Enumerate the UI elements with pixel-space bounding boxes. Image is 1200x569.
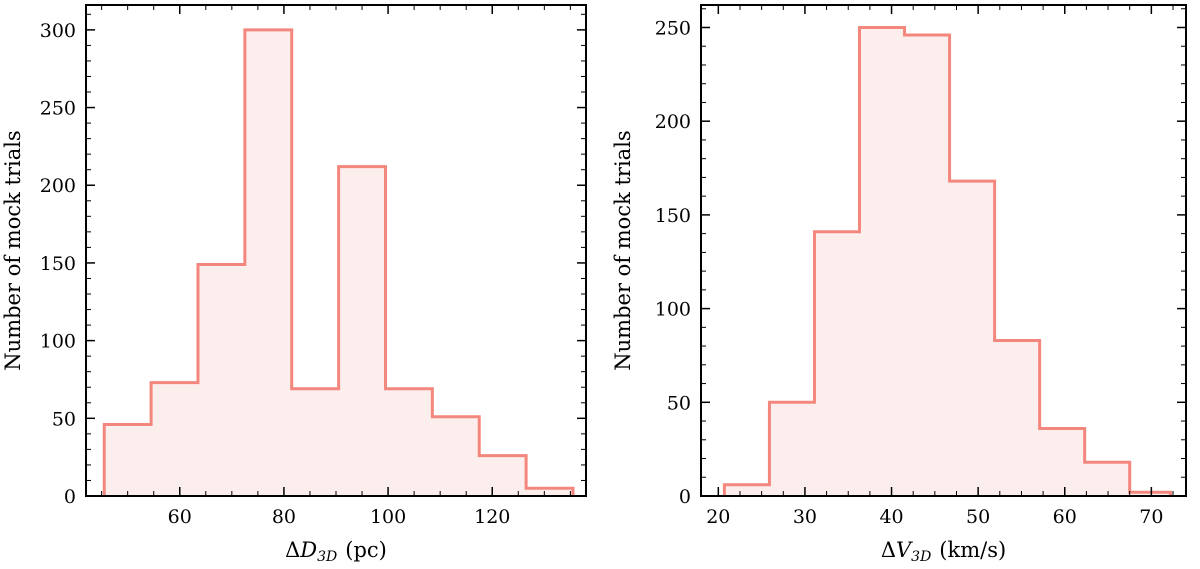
y-tick-label: 50 [667, 392, 691, 414]
histogram-bar [905, 35, 950, 496]
histogram-bars [724, 27, 1170, 496]
y-tick-label: 100 [655, 299, 691, 321]
histogram-bar [995, 340, 1040, 496]
histogram-outline [722, 25, 1172, 496]
x-axis-label-unit: (km/s) [939, 538, 1006, 562]
x-tick-label: 20 [706, 506, 730, 528]
x-tick-label: 120 [474, 506, 510, 528]
histogram-bar [950, 181, 995, 496]
x-tick-label: 60 [1053, 506, 1077, 528]
x-axis-label-symbol: V [896, 538, 913, 562]
x-tick-label: 70 [1139, 506, 1163, 528]
histogram-panel-velocity: 20 30 40 50 60 70 0 50 100 150 200 250 Number of mo… [611, 4, 1187, 565]
y-tick-label: 300 [40, 20, 76, 42]
y-tick-label: 250 [655, 17, 691, 39]
plot-frame [85, 4, 587, 497]
histogram-bar [292, 389, 339, 496]
histogram-bar [339, 167, 386, 496]
histogram-bar [1085, 462, 1130, 496]
y-axis-label: Number of mock trials [1, 130, 25, 370]
y-tick-label: 200 [655, 111, 691, 133]
x-axis-label-symbol: D [299, 538, 317, 562]
y-axis-label: Number of mock trials [611, 130, 635, 370]
x-tick-label: 60 [168, 506, 192, 528]
histogram-panel-distance: 60 80 100 120 0 50 100 150 200 250 300 Number of m… [1, 4, 587, 565]
histogram-bar [104, 425, 151, 496]
y-tick-label: 250 [40, 98, 76, 120]
axis-ticks: 60 80 100 120 0 50 100 150 200 250 300 [40, 5, 586, 528]
x-tick-label: 100 [370, 506, 406, 528]
histogram-bar [385, 389, 432, 496]
plot-frame [700, 4, 1187, 497]
x-axis-label-unit: (pc) [345, 538, 387, 562]
x-axis-label: ΔV3D (km/s) [881, 538, 1006, 565]
histogram-bar [245, 30, 292, 496]
y-tick-label: 100 [40, 331, 76, 353]
axis-ticks: 20 30 40 50 60 70 0 50 100 150 200 250 [655, 5, 1186, 528]
x-tick-label: 30 [793, 506, 817, 528]
histogram-bar [814, 232, 859, 496]
histogram-fill [724, 27, 1171, 496]
x-axis-label-prefix: Δ [881, 538, 896, 562]
histogram-bar [724, 485, 769, 496]
y-tick-label: 150 [655, 205, 691, 227]
y-tick-label: 0 [64, 486, 76, 508]
x-axis-label-subscript: 3D [317, 549, 337, 565]
x-tick-label: 80 [272, 506, 296, 528]
x-axis-label: ΔD3D (pc) [285, 538, 387, 565]
x-tick-label: 40 [879, 506, 903, 528]
histogram-bar [479, 456, 526, 496]
x-tick-label: 50 [966, 506, 990, 528]
histogram-bar [769, 402, 814, 496]
y-tick-label: 50 [52, 408, 76, 430]
histogram-outline [102, 28, 575, 496]
y-tick-label: 0 [679, 486, 691, 508]
x-axis-label-subscript: 3D [911, 549, 931, 565]
histogram-bar [432, 417, 479, 496]
histogram-bar [859, 27, 904, 496]
histogram-bar [1040, 429, 1085, 496]
x-axis-label-prefix: Δ [285, 538, 300, 562]
histogram-bar [198, 264, 245, 496]
histogram-bar [151, 383, 198, 496]
y-tick-label: 200 [40, 175, 76, 197]
y-tick-label: 150 [40, 253, 76, 275]
